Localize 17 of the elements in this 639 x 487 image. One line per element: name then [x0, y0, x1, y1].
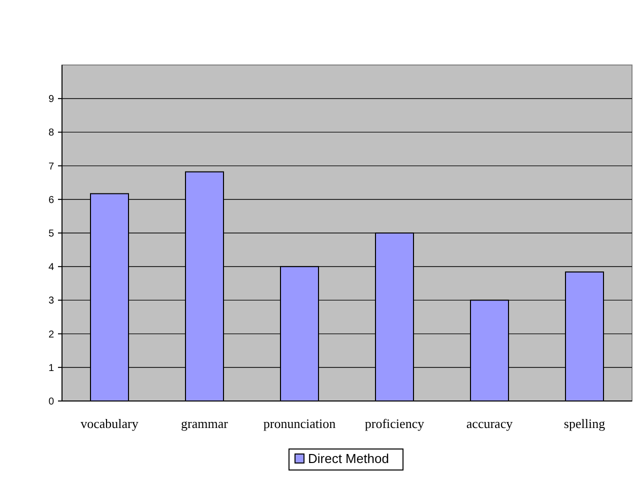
legend-label: Direct Method [308, 451, 389, 466]
x-tick-label: spelling [564, 416, 606, 431]
y-tick-label: 7 [48, 161, 54, 172]
x-tick-label: accuracy [466, 416, 514, 431]
x-tick-label: pronunciation [263, 416, 336, 431]
y-tick-label: 8 [48, 128, 54, 139]
y-tick-label: 9 [48, 94, 54, 106]
y-tick-label: 0 [48, 396, 54, 408]
x-tick-label: grammar [181, 416, 229, 431]
y-tick-label: 4 [48, 262, 54, 274]
y-tick-label: 3 [48, 296, 54, 307]
y-tick-label: 5 [48, 228, 54, 240]
y-tick-label: 6 [48, 194, 54, 206]
x-tick-label: proficiency [364, 416, 425, 431]
y-tick-label: 1 [48, 362, 54, 374]
y-tick-label: 2 [48, 329, 54, 340]
x-tick-label: vocabulary [80, 416, 139, 431]
